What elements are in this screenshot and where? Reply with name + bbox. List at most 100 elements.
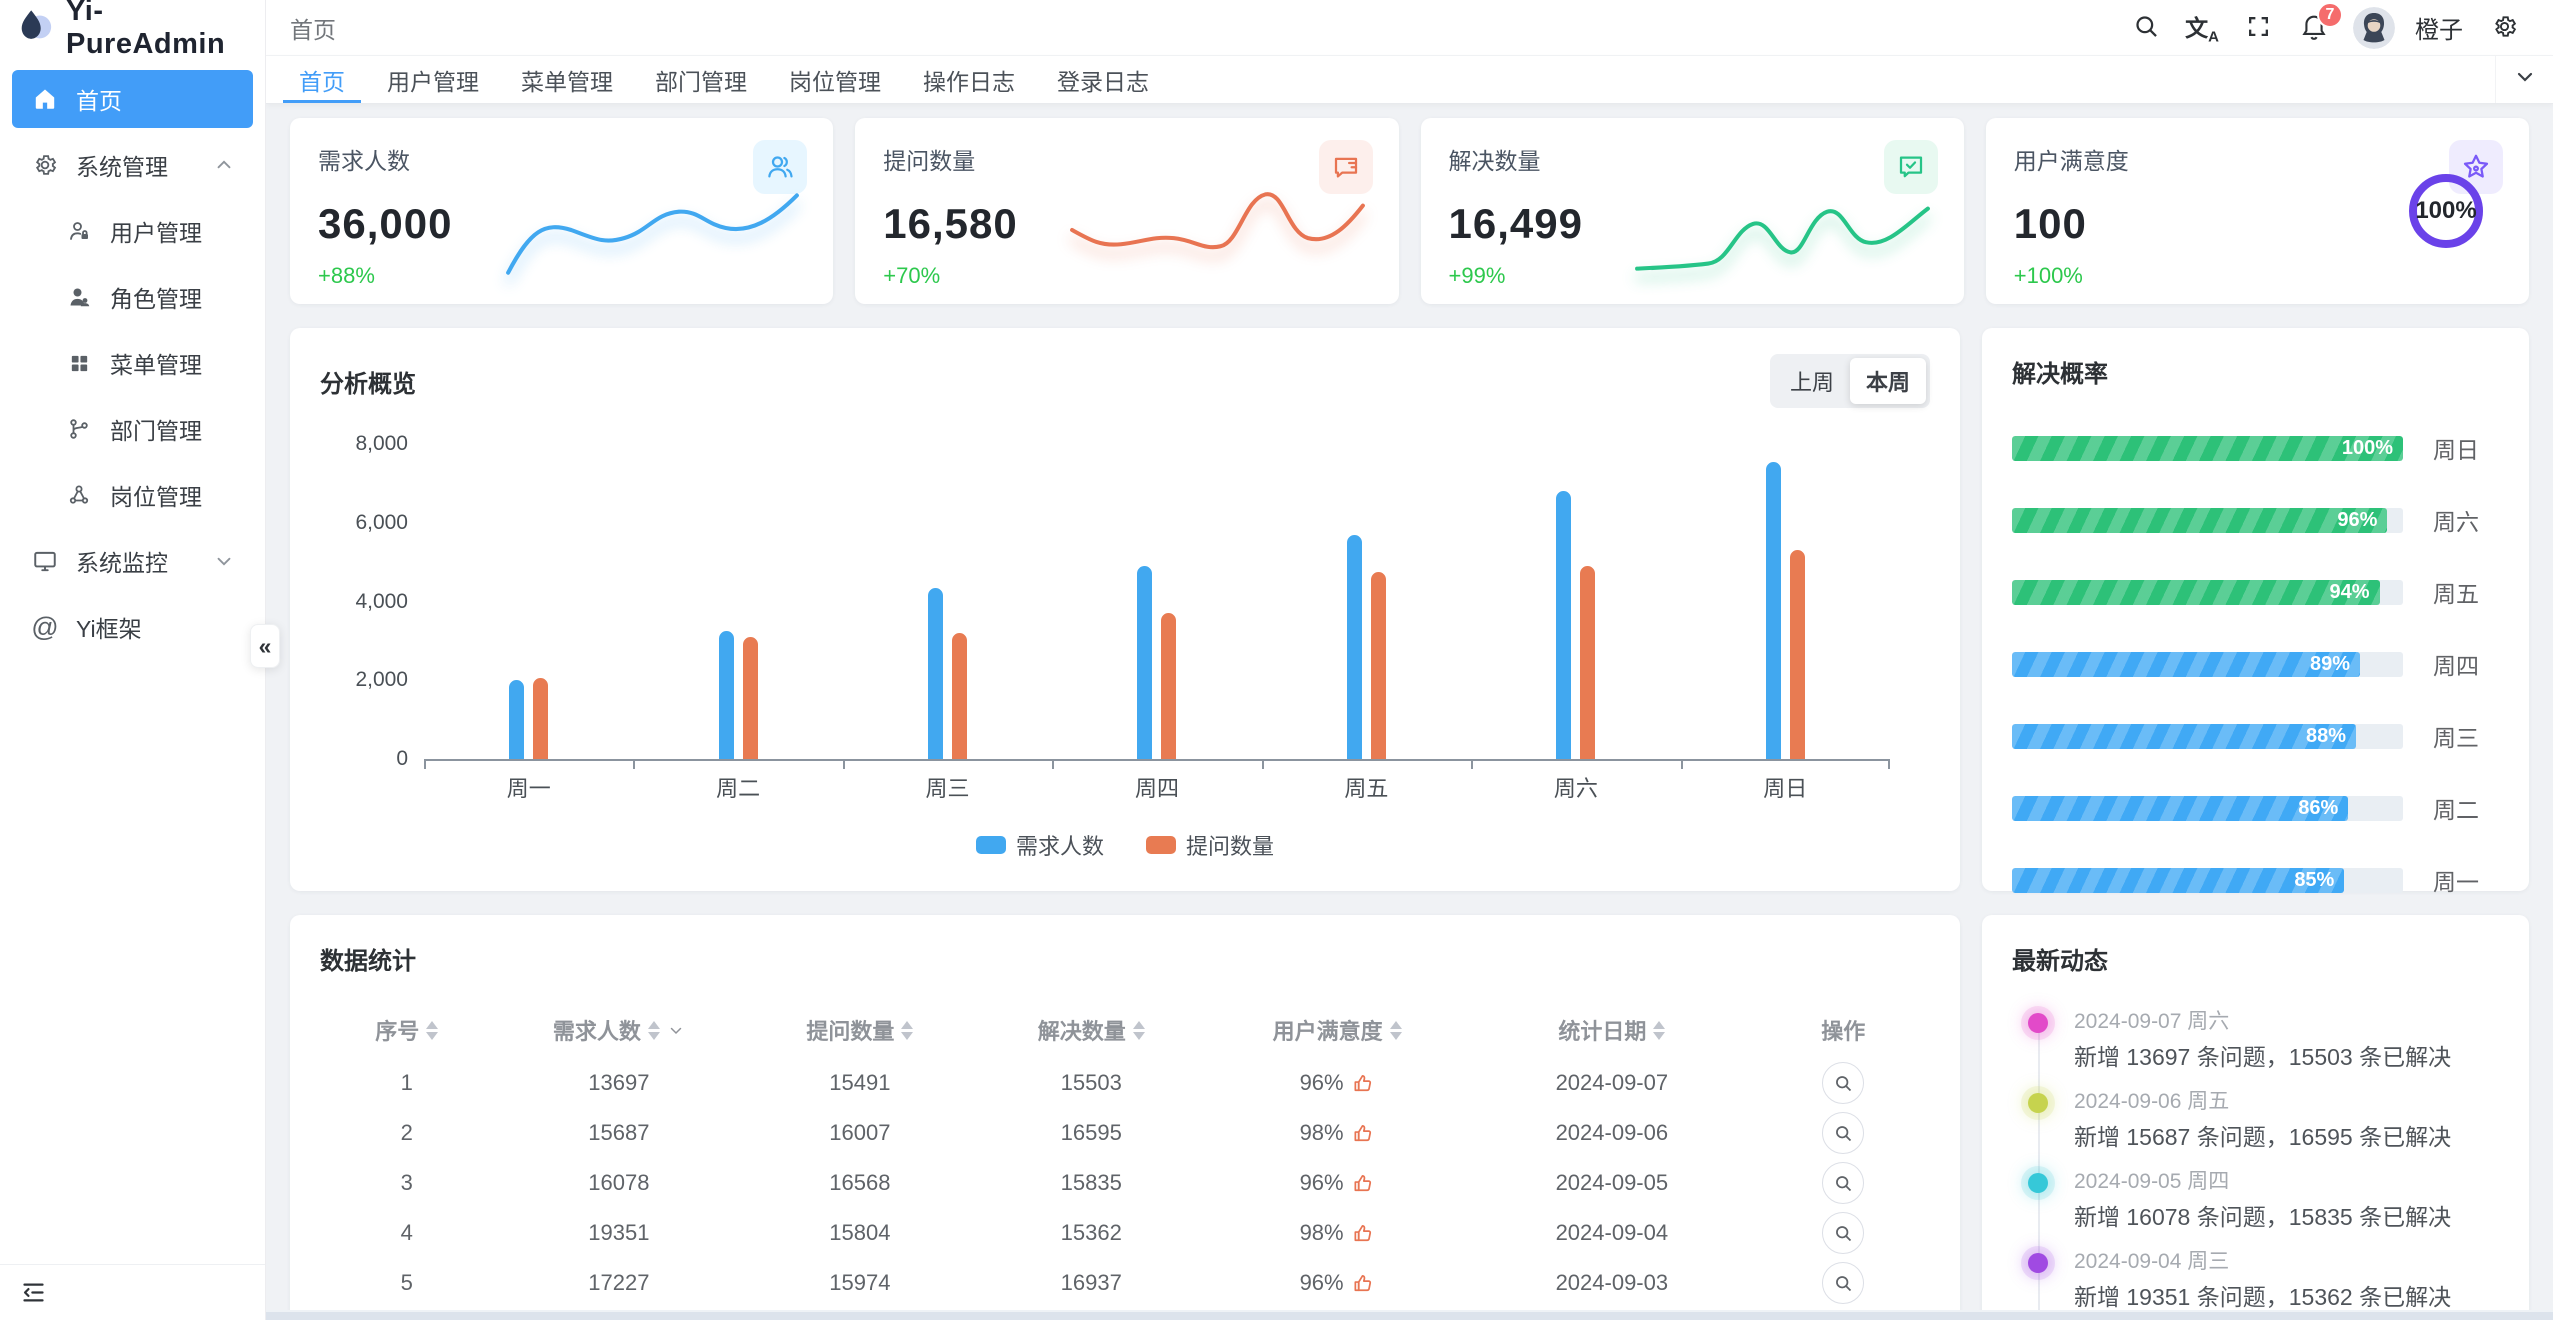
news-item: 2024-09-06 周五 新增 15687 条问题，16595 条已解决	[2028, 1088, 2499, 1152]
sort-asc-icon	[1389, 1020, 1402, 1029]
bar-group-周三	[843, 444, 1052, 759]
column-header-序号[interactable]: 序号	[320, 1002, 494, 1058]
notifications-button[interactable]: 7	[2291, 1, 2343, 51]
magnifier-icon	[1833, 1123, 1854, 1144]
satisfaction-value: 96%	[1299, 1070, 1344, 1095]
progress-fill: 89%	[2012, 651, 2360, 677]
progress-track: 96%	[2012, 507, 2403, 533]
table-cell: 15362	[1060, 1220, 1122, 1245]
bar-需求人数-周六	[1556, 491, 1572, 759]
stat-card-satisfaction: 用户满意度 100 +100% 100%	[1985, 118, 2529, 304]
progress-day-label: 周一	[2433, 869, 2479, 895]
legend-提问数量[interactable]: 提问数量	[1146, 829, 1274, 861]
bar-group-周六	[1471, 444, 1680, 759]
table-cell: 15835	[1060, 1170, 1122, 1195]
table-cell: 15503	[1060, 1070, 1122, 1095]
tab-login-log[interactable]: 登录日志	[1041, 56, 1165, 103]
sort-asc-icon	[647, 1020, 660, 1029]
sidebar-item-role-management[interactable]: 角色管理	[12, 268, 253, 326]
sidebar-item-label: 岗位管理	[110, 484, 202, 510]
axis-tick	[424, 761, 426, 769]
table-cell: 16568	[829, 1170, 891, 1195]
tab-label: 用户管理	[387, 68, 479, 95]
bar-chart-x-labels: 周一 周二 周三 周四 周五 周六 周日	[424, 771, 1890, 803]
table-cell: 2	[400, 1120, 413, 1145]
column-label: 解决数量	[1037, 1019, 1126, 1044]
bar-group-周四	[1052, 444, 1261, 759]
progress-track: 88%	[2012, 723, 2403, 749]
tabs-menu-button[interactable]	[2495, 56, 2553, 103]
sidebar-item-post-management[interactable]: 岗位管理	[12, 466, 253, 524]
satisfaction-value: 98%	[1299, 1220, 1344, 1245]
table-cell: 17227	[588, 1270, 650, 1295]
column-label: 用户满意度	[1272, 1019, 1383, 1044]
sidebar-item-home[interactable]: 首页	[12, 70, 253, 128]
sidebar-item-user-management[interactable]: 用户管理	[12, 202, 253, 260]
sparkline-solved	[1634, 206, 1930, 271]
tab-users[interactable]: 用户管理	[371, 56, 495, 103]
settings-button[interactable]	[2481, 5, 2527, 51]
table-cell-satisfaction: 98%	[1207, 1108, 1467, 1158]
bar-chart-plot: 0 2,000 4,000 6,000 8,000	[355, 432, 1890, 770]
satisfaction-value: 96%	[1299, 1170, 1344, 1195]
app-logo[interactable]: Yi-PureAdmin	[0, 0, 265, 60]
column-header-解决数量[interactable]: 解决数量	[976, 1002, 1207, 1058]
satisfaction-value: 98%	[1299, 1120, 1344, 1145]
column-header-统计日期[interactable]: 统计日期	[1467, 1002, 1756, 1058]
horizontal-scrollbar[interactable]	[0, 1310, 2553, 1320]
row-view-button[interactable]	[1822, 1212, 1865, 1254]
news-text: 新增 15687 条问题，16595 条已解决	[2074, 1124, 2452, 1150]
username[interactable]: 橙子	[2415, 17, 2463, 44]
sidebar-item-yi-framework[interactable]: @ Yi框架	[12, 598, 253, 656]
table-body: 1 13697 15491 15503 96% 2024-09-07 2 15687 16007…	[320, 1058, 1930, 1320]
app-title: Yi-PureAdmin	[66, 0, 226, 60]
stat-card-title: 用户满意度	[2013, 148, 2129, 174]
thumb-up-icon	[1352, 1072, 1375, 1095]
toggle-上周[interactable]: 上周	[1774, 358, 1850, 404]
bar-提问数量-周四	[1161, 613, 1177, 759]
department-icon	[64, 414, 94, 444]
sidebar-item-label: Yi框架	[76, 616, 142, 642]
sidebar-item-system-management[interactable]: 系统管理	[12, 136, 253, 194]
sidebar-item-department-management[interactable]: 部门管理	[12, 400, 253, 458]
sidebar: Yi-PureAdmin 首页系统管理用户管理角色管理菜单管理部门管理岗位管理系…	[0, 0, 280, 1320]
axis-tick	[1888, 761, 1890, 769]
search-button[interactable]	[2123, 5, 2169, 51]
sidebar-item-menu-management[interactable]: 菜单管理	[12, 334, 253, 392]
column-header-用户满意度[interactable]: 用户满意度	[1207, 1002, 1467, 1058]
tab-label: 菜单管理	[521, 68, 613, 95]
user-avatar[interactable]	[2353, 6, 2395, 49]
monitor-icon	[30, 546, 60, 576]
sidebar-collapse-handle[interactable]: «	[250, 624, 280, 668]
chart-legend: 需求人数 提问数量	[320, 829, 1930, 861]
translate-button[interactable]: 文A	[2179, 5, 2225, 51]
row-view-button[interactable]	[1822, 1162, 1865, 1204]
tab-posts[interactable]: 岗位管理	[773, 56, 897, 103]
middle-row: 分析概览 上周 本周 0 2,000 4,000 6,000 8,000 周一 周二 周三 周四…	[290, 328, 2529, 895]
table-cell: 13697	[588, 1070, 650, 1095]
column-header-提问数量[interactable]: 提问数量	[744, 1002, 975, 1058]
sidebar-item-system-monitor[interactable]: 系统监控	[12, 532, 253, 590]
stat-card-delta: +70%	[883, 263, 941, 288]
row-view-button[interactable]	[1822, 1262, 1865, 1304]
row-view-button[interactable]	[1822, 1062, 1865, 1104]
progress-value: 94%	[2329, 580, 2370, 603]
toggle-本周[interactable]: 本周	[1849, 358, 1926, 404]
thumb-up-icon	[1352, 1272, 1375, 1295]
legend-需求人数[interactable]: 需求人数	[975, 829, 1104, 861]
news-date: 2024-09-04 周三	[2074, 1250, 2230, 1273]
sparkline-questions	[1069, 192, 1365, 250]
row-view-button[interactable]	[1822, 1112, 1865, 1154]
tab-label: 操作日志	[923, 68, 1015, 95]
column-header-需求人数[interactable]: 需求人数	[494, 1002, 745, 1058]
tab-home[interactable]: 首页	[283, 56, 361, 103]
bottom-row: 数据统计 序号 需求人数 提问数量 解决数量 用户满意度 统计日期 操作 1 13697 154…	[290, 915, 2529, 1320]
fullscreen-button[interactable]	[2235, 5, 2281, 51]
breadcrumb[interactable]: 首页	[290, 16, 336, 43]
tab-departments[interactable]: 部门管理	[639, 56, 763, 103]
legend-label: 需求人数	[1015, 834, 1104, 859]
tab-menus[interactable]: 菜单管理	[505, 56, 629, 103]
fold-sidebar-icon[interactable]	[20, 1279, 47, 1306]
magnifier-icon	[1833, 1073, 1854, 1094]
tab-operation-log[interactable]: 操作日志	[907, 56, 1031, 103]
